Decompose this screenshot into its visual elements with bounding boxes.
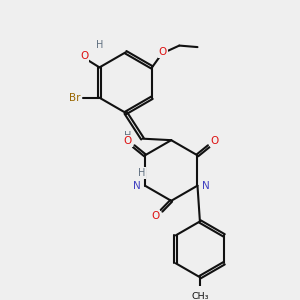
Text: H: H (124, 131, 132, 141)
Text: N: N (133, 181, 140, 191)
Text: Br: Br (70, 93, 81, 103)
Text: O: O (211, 136, 219, 146)
Text: H: H (96, 40, 103, 50)
Text: O: O (124, 136, 132, 146)
Text: O: O (158, 47, 167, 57)
Text: O: O (80, 51, 88, 61)
Text: N: N (202, 181, 210, 191)
Text: H: H (138, 168, 145, 178)
Text: CH₃: CH₃ (191, 292, 209, 300)
Text: O: O (151, 211, 160, 221)
